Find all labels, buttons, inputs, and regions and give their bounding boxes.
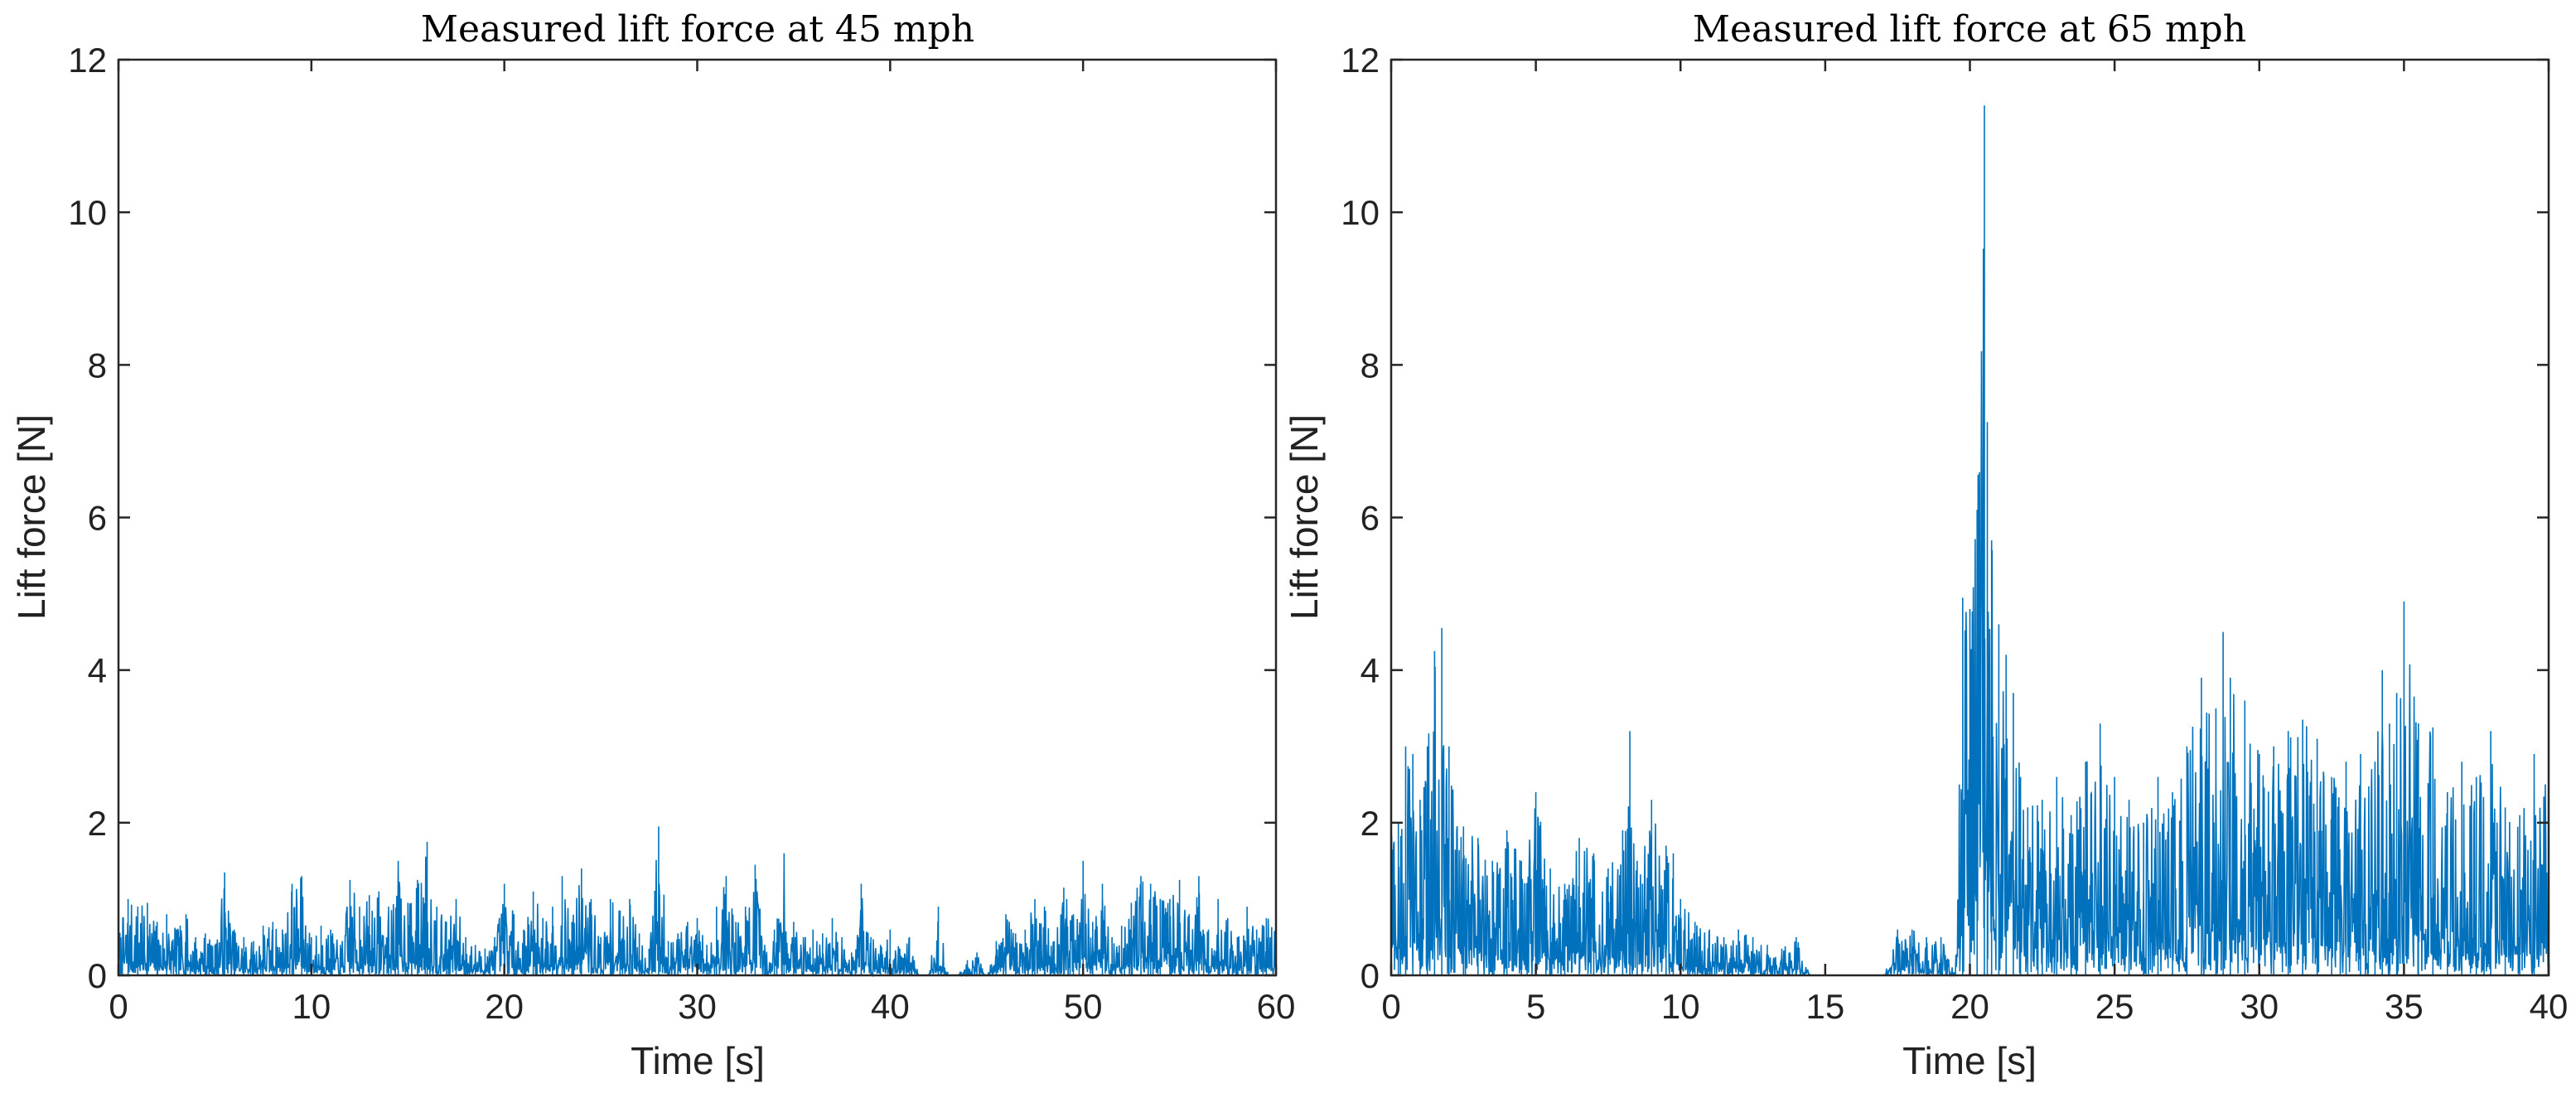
chart-title: Measured lift force at 65 mph	[1693, 8, 2246, 51]
axes-box	[117, 58, 1278, 977]
x-tick-label: 30	[2240, 987, 2279, 1026]
y-tick-label: 10	[68, 193, 107, 232]
y-tick-label: 2	[88, 804, 107, 843]
y-tick-label: 12	[68, 41, 107, 80]
lift-force-series	[1390, 105, 2549, 978]
y-tick-label: 2	[1360, 804, 1380, 843]
y-axis-label: Lift force [N]	[1283, 414, 1326, 620]
x-tick-label: 0	[109, 987, 128, 1026]
y-tick-label: 12	[1341, 41, 1380, 80]
x-axis-label: Time [s]	[631, 1039, 765, 1082]
x-axis: 0 5 10 15 20 25 30 35 40	[1381, 60, 2568, 1026]
x-tick-label: 50	[1064, 987, 1103, 1026]
x-tick-label: 20	[485, 987, 524, 1026]
y-axis: 0 2 4 6 8 10 12	[68, 41, 1276, 995]
y-axis-label: Lift force [N]	[10, 414, 53, 620]
x-tick-label: 30	[678, 987, 717, 1026]
plot-area: 0 10 20 30 40 50 60 0 2 4 6 8 10 12	[68, 41, 1295, 1026]
x-tick-label: 35	[2385, 987, 2424, 1026]
x-tick-label: 40	[871, 987, 910, 1026]
y-tick-label: 6	[1360, 499, 1380, 538]
y-tick-label: 0	[88, 956, 107, 995]
x-tick-label: 25	[2095, 987, 2134, 1026]
chart-title: Measured lift force at 45 mph	[421, 8, 974, 51]
x-tick-label: 40	[2530, 987, 2569, 1026]
x-tick-label: 10	[1661, 987, 1700, 1026]
x-tick-label: 0	[1381, 987, 1400, 1026]
x-tick-label: 20	[1950, 987, 1989, 1026]
y-tick-label: 8	[1360, 346, 1380, 384]
plot-area: 0 5 10 15 20 25 30 35 40 0 2 4 6 8 10 12	[1341, 41, 2568, 1026]
x-tick-label: 10	[292, 987, 331, 1026]
y-tick-label: 10	[1341, 193, 1380, 232]
chart-panel-45mph: Measured lift force at 45 mph 0 10 20 30 40 5…	[10, 8, 1295, 1082]
y-tick-label: 4	[88, 651, 107, 690]
x-axis-label: Time [s]	[1902, 1039, 2037, 1082]
x-tick-label: 5	[1526, 987, 1545, 1026]
y-axis: 0 2 4 6 8 10 12	[1341, 41, 2549, 995]
y-tick-label: 4	[1360, 651, 1380, 690]
x-tick-label: 15	[1806, 987, 1845, 1026]
y-tick-label: 0	[1360, 956, 1380, 995]
y-tick-label: 6	[88, 499, 107, 538]
x-tick-label: 60	[1257, 987, 1296, 1026]
y-tick-label: 8	[88, 346, 107, 384]
x-axis: 0 10 20 30 40 50 60	[109, 60, 1295, 1026]
lift-force-series	[118, 826, 1277, 978]
chart-panel-65mph: Measured lift force at 65 mph 0 5 10 15 20 25…	[1283, 8, 2568, 1082]
